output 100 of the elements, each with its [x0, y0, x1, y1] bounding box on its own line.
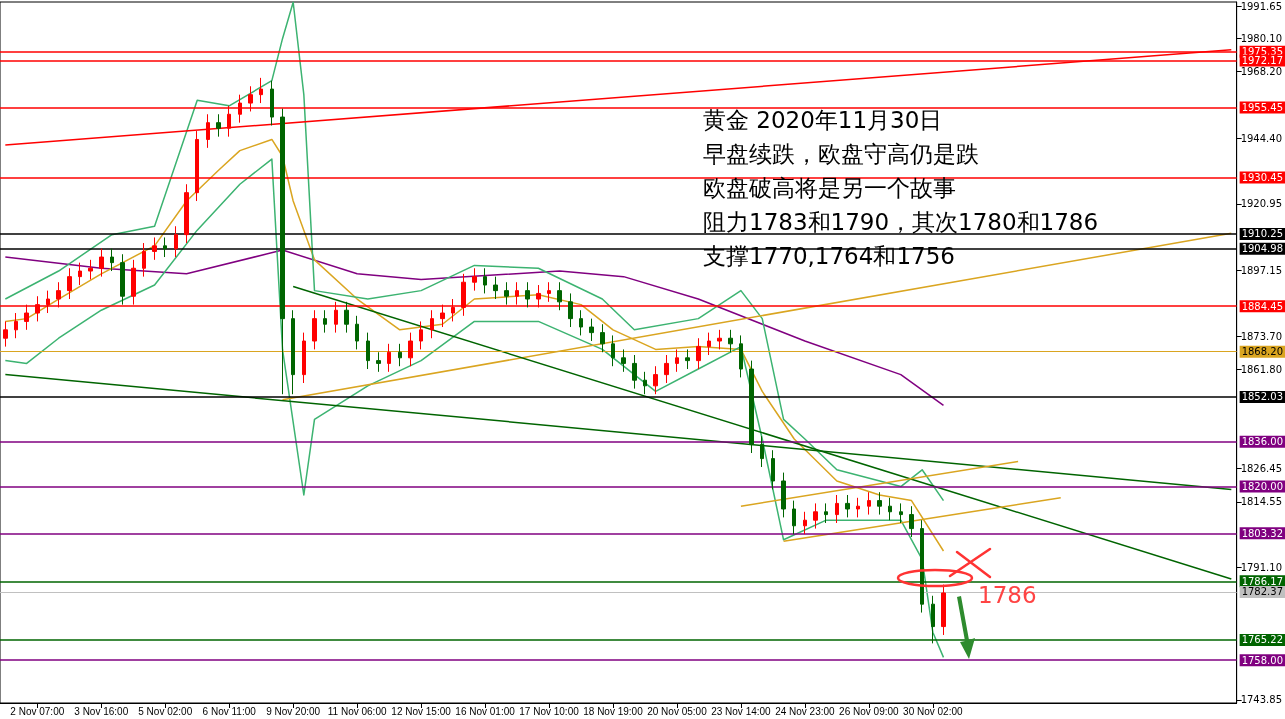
x-tick-label: 20 Nov 05:00 — [647, 705, 708, 717]
candlestick — [664, 354, 669, 384]
candlestick — [216, 113, 221, 138]
candlestick — [110, 248, 114, 272]
candlestick — [120, 253, 125, 306]
candlestick — [78, 262, 82, 286]
annotation: 早盘续跌，欧盘守高仍是跌 — [703, 140, 979, 167]
annotation: 支撑1770,1764和1756 — [703, 242, 955, 269]
ref-line-label: 1765.22 — [1241, 634, 1284, 646]
candlestick — [557, 281, 562, 311]
candlestick — [366, 332, 370, 370]
candlestick — [408, 332, 413, 367]
candlestick — [3, 320, 8, 348]
candlestick — [739, 334, 743, 378]
candlestick — [398, 343, 402, 367]
y-tick-label: 1897.15 — [1240, 265, 1283, 277]
candlestick — [483, 267, 487, 294]
x-tick-label: 16 Nov 01:00 — [455, 705, 516, 717]
annotation: 1786 — [978, 582, 1037, 609]
candlestick — [419, 320, 423, 350]
y-tick-label: 1826.45 — [1240, 463, 1283, 475]
y-tick-label: 1791.10 — [1240, 562, 1283, 573]
y-tick-label: 1980.10 — [1240, 32, 1283, 44]
candlestick — [835, 494, 839, 524]
candlestick — [270, 80, 274, 126]
x-tick-label: 26 Nov 09:00 — [839, 705, 900, 717]
x-tick-label: 23 Nov 14:00 — [711, 705, 772, 717]
candlestick — [152, 236, 157, 261]
x-tick-label: 30 Nov 02:00 — [903, 705, 963, 717]
candlestick — [600, 323, 605, 353]
candlestick — [67, 267, 72, 300]
x-tick-label: 6 Nov 11:00 — [202, 705, 257, 717]
candlestick — [142, 242, 146, 278]
x-tick-label: 12 Nov 15:00 — [391, 705, 452, 717]
candlestick — [184, 183, 189, 244]
candlestick — [888, 497, 892, 521]
candlestick — [312, 309, 317, 350]
candlestick — [803, 511, 807, 535]
candlestick — [685, 348, 690, 370]
x-tick-label: 3 Nov 16:00 — [74, 705, 129, 717]
candlestick — [280, 108, 285, 395]
x-tick-label: 18 Nov 19:00 — [583, 705, 644, 717]
annotation: 阻力1783和1790，其次1780和1786 — [703, 208, 1099, 235]
candlestick — [589, 318, 594, 342]
candlestick — [14, 312, 18, 339]
y-tick-label: 1873.70 — [1240, 330, 1283, 342]
candlestick — [813, 502, 818, 530]
candlestick — [675, 348, 679, 373]
y-tick-label: 1944.40 — [1240, 132, 1283, 144]
candlestick — [174, 225, 178, 258]
candlestick — [525, 281, 530, 308]
candlestick — [899, 502, 903, 524]
candlestick — [88, 259, 93, 280]
ref-line-label: 1868.20 — [1241, 346, 1284, 358]
candlestick — [856, 497, 860, 518]
y-tick-label: 1968.20 — [1240, 66, 1283, 78]
x-tick-label: 9 Nov 20:00 — [266, 705, 321, 717]
candlestick — [824, 502, 828, 524]
y-tick-label: 1920.95 — [1240, 198, 1283, 210]
candlestick — [387, 343, 391, 373]
candlestick — [867, 491, 871, 516]
ref-line-label: 1758.00 — [1241, 654, 1284, 666]
ref-line-label: 1972.17 — [1241, 55, 1284, 67]
ref-line-label: 1975.35 — [1241, 46, 1284, 58]
y-tick-label: 1861.80 — [1240, 364, 1283, 376]
candlestick — [376, 351, 381, 373]
candlestick — [621, 348, 626, 373]
candlestick — [909, 505, 914, 538]
x-tick-label: 5 Nov 02:00 — [138, 705, 193, 717]
ref-line-label: 1955.45 — [1241, 101, 1284, 113]
candlestick — [643, 371, 647, 395]
ref-line-label: 1786.17 — [1241, 575, 1284, 587]
ref-line-label: 1910.25 — [1241, 228, 1284, 240]
ref-line-label: 1930.45 — [1241, 171, 1284, 183]
y-tick-label: 1743.85 — [1240, 694, 1283, 706]
candlestick — [323, 309, 327, 334]
candlestick — [760, 435, 764, 468]
ref-line-label: 1852.03 — [1241, 391, 1284, 403]
x-tick-label: 2 Nov 07:00 — [10, 705, 65, 717]
x-tick-label: 11 Nov 06:00 — [327, 705, 387, 717]
candlestick — [877, 491, 882, 516]
annotation: 黄金 2020年11月30日 — [703, 106, 943, 133]
candlestick — [493, 276, 498, 300]
annotation: 欧盘破高将是另一个故事 — [703, 174, 956, 201]
x-tick-label: 17 Nov 10:00 — [519, 705, 580, 717]
ref-line-label: 1904.98 — [1241, 243, 1284, 255]
candlestick — [771, 449, 775, 490]
candlestick — [611, 334, 615, 367]
candlestick — [163, 236, 167, 258]
candlestick — [504, 281, 509, 306]
candlestick — [728, 329, 733, 353]
candlestick — [781, 472, 786, 518]
ref-line-label: 1782.37 — [1241, 586, 1284, 598]
ref-line-label: 1884.45 — [1241, 300, 1284, 312]
candlestick — [547, 281, 551, 303]
candlestick — [355, 315, 359, 350]
ref-line-label: 1820.00 — [1241, 481, 1284, 493]
candlestick — [941, 584, 946, 636]
candlestick — [259, 77, 263, 104]
candlestick — [632, 354, 637, 390]
